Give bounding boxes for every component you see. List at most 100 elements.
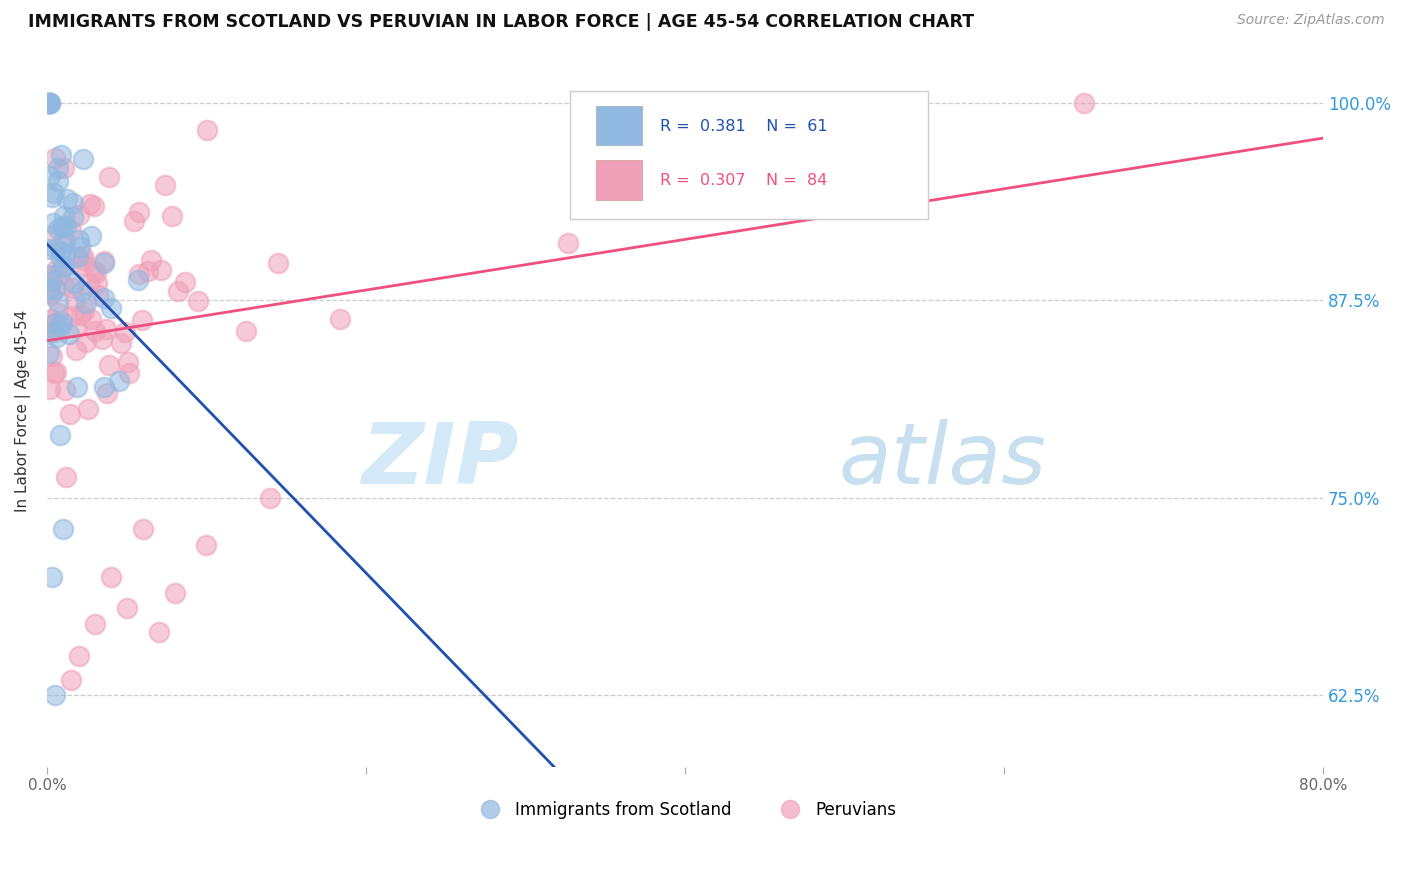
Point [66,380,89,394]
Point [46,330,69,344]
Point [93,254,115,268]
Point [70,308,93,322]
Point [63,276,86,290]
Text: R =  0.381    N =  61: R = 0.381 N = 61 [659,119,827,134]
Point [41,312,63,326]
Point [46,294,69,309]
Point [44,151,66,165]
Point [195,538,218,552]
Point [44,282,66,296]
Point [55,245,77,260]
Point [49,244,72,259]
Text: ZIP: ZIP [361,419,519,502]
Point [41,190,63,204]
Point [70,284,93,298]
Point [139,252,162,267]
Point [41,274,63,288]
Point [62,210,84,224]
Point [107,374,129,388]
Point [51,220,73,235]
Point [84,266,107,280]
Point [58,326,80,341]
Point [96,385,118,400]
Point [65,321,87,335]
Point [62,196,84,211]
Point [48,268,70,282]
Point [51,236,73,251]
Point [45,262,67,277]
Point [38,242,60,256]
Point [60,222,83,236]
Point [52,209,75,223]
Point [60,309,83,323]
Point [83,263,105,277]
Point [38,95,60,110]
Point [45,366,67,380]
Point [73,258,96,272]
Point [97,359,120,373]
Point [59,673,82,687]
Point [38,95,60,110]
Point [110,335,132,350]
Point [93,256,115,270]
Point [83,198,105,212]
Point [42,216,65,230]
Point [124,214,146,228]
Point [1073,95,1095,110]
Point [38,95,60,110]
Point [39,228,62,243]
Point [39,382,62,396]
Point [79,228,101,243]
Point [136,263,159,277]
Point [83,617,105,632]
Point [41,286,63,301]
Point [128,267,150,281]
Point [153,178,176,192]
Point [46,174,69,188]
Point [39,95,62,110]
Point [42,367,65,381]
Point [44,689,66,703]
Point [94,322,117,336]
Point [131,523,153,537]
Point [67,233,90,247]
Point [174,275,197,289]
Point [187,294,209,309]
Point [55,469,77,483]
Point [62,281,84,295]
Point [39,325,62,339]
Point [235,324,257,338]
Point [77,402,100,417]
Legend: Immigrants from Scotland, Peruvians: Immigrants from Scotland, Peruvians [467,795,903,826]
Point [100,570,122,584]
Point [51,260,73,274]
Point [48,161,70,176]
Point [51,318,73,332]
Point [67,208,90,222]
Point [259,491,281,505]
Text: Source: ZipAtlas.com: Source: ZipAtlas.com [1237,13,1385,28]
Point [329,312,352,326]
Point [55,219,77,233]
Point [100,301,122,315]
Point [42,268,65,283]
FancyBboxPatch shape [571,91,928,219]
Point [93,291,115,305]
Point [39,288,62,302]
Point [52,219,75,233]
Point [38,268,60,282]
Y-axis label: In Labor Force | Age 45-54: In Labor Force | Age 45-54 [15,310,31,512]
Point [72,252,94,267]
Point [39,95,62,110]
Point [117,354,139,368]
Point [128,205,150,219]
Point [131,312,153,326]
Point [56,192,79,206]
Point [51,315,73,329]
Point [38,95,60,110]
Point [66,250,89,264]
Point [52,523,75,537]
Point [48,250,70,264]
Point [75,335,97,350]
Point [160,210,183,224]
